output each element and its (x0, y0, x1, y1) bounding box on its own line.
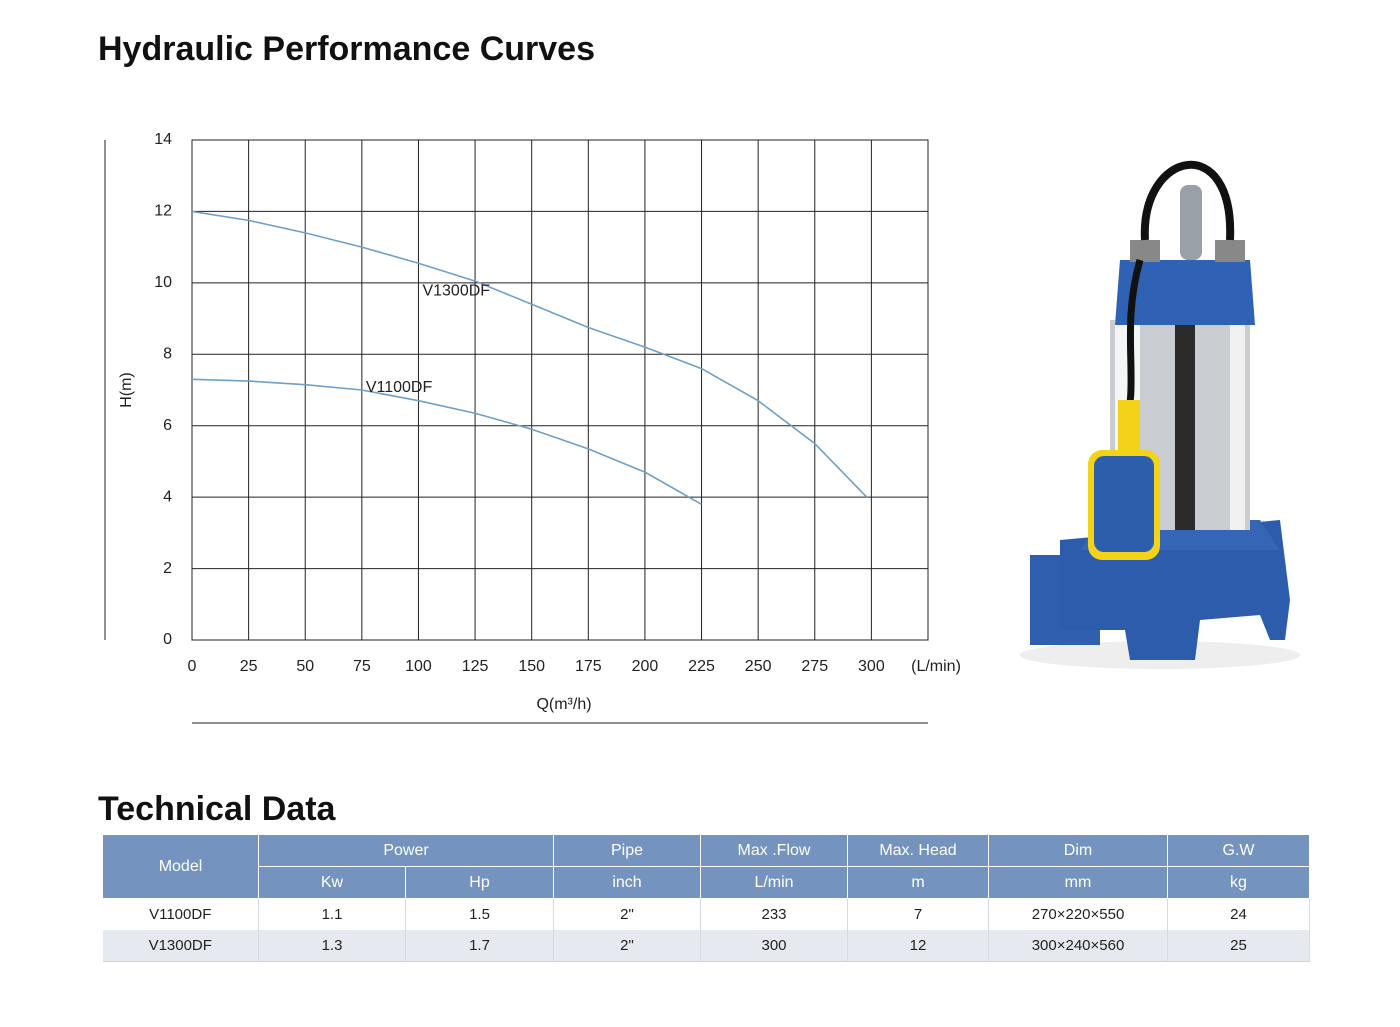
header-cell: Model (102, 834, 259, 899)
header-cell: Power (258, 834, 554, 867)
unit-cell: L/min (700, 866, 848, 899)
table-cell: 270×220×550 (988, 898, 1168, 930)
table-cell: 24 (1167, 898, 1310, 930)
x-tick-label: 300 (858, 658, 885, 675)
table-cell: 1.3 (258, 930, 406, 962)
chart: 0 2 4 6 8 10 12 14 0 25 50 75 100 125 150 175 200 225 250 2… (104, 131, 1300, 724)
header-cell: Max .Flow (700, 834, 848, 867)
header-cell: Dim (988, 834, 1168, 867)
table-cell: 1.5 (405, 898, 554, 930)
section-title: Technical Data (98, 790, 336, 828)
table-cell: 1.7 (405, 930, 554, 962)
header-cell: Max. Head (847, 834, 989, 867)
x-tick-label: 50 (296, 658, 314, 675)
y-tick-label: 6 (163, 417, 172, 434)
x-tick-label: 175 (575, 658, 602, 675)
unit-cell: Hp (405, 866, 554, 899)
curve (191, 210, 868, 498)
y-axis-label: H(m) (118, 372, 135, 408)
y-tick-label: 10 (154, 274, 172, 291)
table-cell: 25 (1167, 930, 1310, 962)
x-tick-label: 150 (518, 658, 545, 675)
section-title: Hydraulic Performance Curves (98, 30, 595, 68)
table-row: V1100DF 1.1 1.5 2" 233 7 270×220×550 24 (102, 898, 1310, 930)
table-cell: 1.1 (258, 898, 406, 930)
unit-cell: inch (553, 866, 701, 899)
unit-cell: Kw (258, 866, 406, 899)
x-unit: (L/min) (911, 658, 961, 675)
table-cell: 300×240×560 (988, 930, 1168, 962)
header-cell: G.W (1167, 834, 1310, 867)
x-tick-label: 250 (745, 658, 772, 675)
unit-cell: kg (1167, 866, 1310, 899)
table-cell: 7 (847, 898, 989, 930)
table-cell: 300 (700, 930, 848, 962)
curve-label: V1100DF (366, 379, 433, 396)
y-tick-label: 2 (163, 560, 172, 577)
x-tick-label: 0 (188, 658, 197, 675)
x-axis-label: Q(m³/h) (536, 696, 591, 713)
tech-table: Model Power Pipe Max .Flow Max. Head Dim G.W Kw… (102, 834, 1310, 962)
header-row: Kw Hp inch L/min m mm kg (103, 866, 1310, 899)
curve (191, 378, 702, 505)
header-row: Model Power Pipe Max .Flow Max. Head Dim G.W (102, 834, 1310, 899)
plot-frame (191, 139, 929, 641)
y-tick-label: 4 (163, 488, 172, 505)
table-row: V1300DF 1.3 1.7 2" 300 12 300×240×560 25 (102, 930, 1310, 962)
unit-cell: mm (988, 866, 1168, 899)
y-tick-label: 0 (163, 631, 172, 648)
x-tick-label: 100 (405, 658, 432, 675)
x-tick-label: 125 (462, 658, 489, 675)
x-tick-label: 75 (353, 658, 371, 675)
table-cell: V1100DF (102, 898, 259, 930)
table-cell: 233 (700, 898, 848, 930)
x-tick-label: 275 (801, 658, 828, 675)
x-tick-label: 225 (688, 658, 715, 675)
table-cell: 2" (553, 930, 701, 962)
table-cell: 2" (553, 898, 701, 930)
y-tick-label: 14 (154, 131, 172, 148)
table-cell: V1300DF (102, 930, 259, 962)
header-cell: Pipe (553, 834, 701, 867)
pump-image (1020, 161, 1300, 669)
table-cell: 12 (847, 930, 989, 962)
curve-label: V1300DF (422, 282, 490, 299)
x-tick-label: 200 (632, 658, 659, 675)
y-tick-label: 12 (154, 203, 172, 220)
x-tick-label: 25 (240, 658, 258, 675)
y-tick-label: 8 (163, 346, 172, 363)
unit-cell: m (847, 866, 989, 899)
